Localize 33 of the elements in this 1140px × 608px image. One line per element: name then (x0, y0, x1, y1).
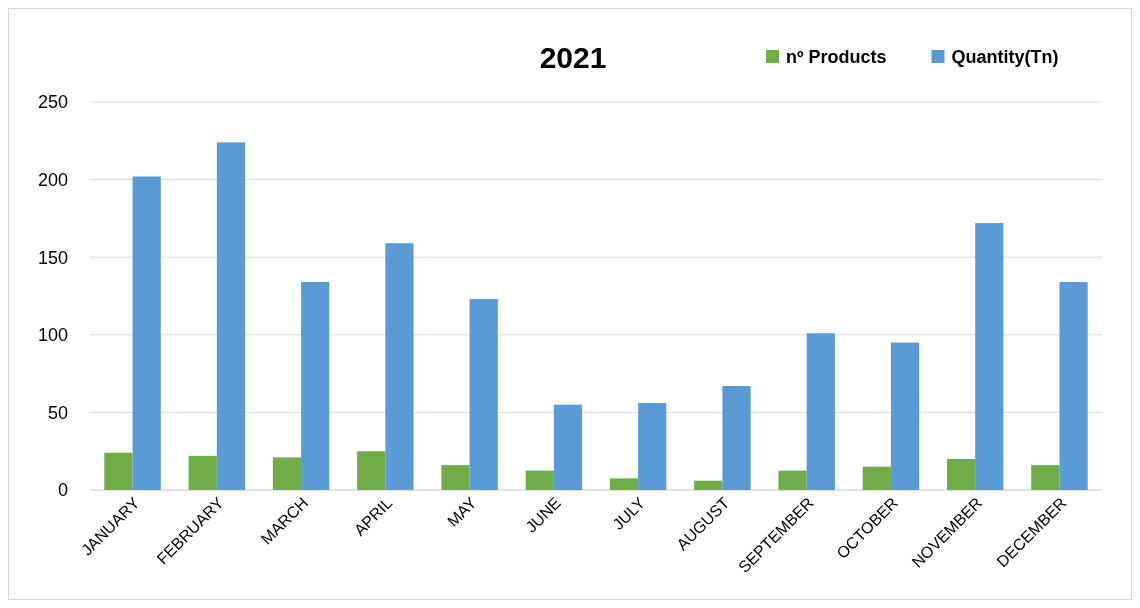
bar (357, 451, 386, 490)
y-tick-label: 150 (37, 247, 68, 268)
bar (975, 223, 1004, 490)
bar (385, 243, 414, 490)
y-tick-label: 250 (37, 92, 68, 113)
y-tick-label: 200 (37, 169, 68, 190)
legend-label: Quantity(Tn) (951, 47, 1059, 68)
bar (301, 282, 330, 490)
bar (132, 176, 161, 490)
bar (778, 470, 807, 490)
bar (553, 404, 583, 490)
bar (609, 478, 639, 490)
bar (694, 480, 723, 490)
bar (722, 386, 751, 490)
bar (638, 403, 667, 490)
chart-title: 2021 (539, 41, 607, 74)
bar (216, 142, 246, 490)
bar (1059, 282, 1088, 490)
bar (469, 299, 498, 490)
bar (188, 455, 217, 490)
bar (272, 457, 302, 490)
bar (806, 333, 835, 490)
y-tick-label: 50 (47, 402, 68, 423)
y-tick-label: 100 (37, 325, 68, 346)
bar (1031, 465, 1060, 490)
bar (890, 342, 920, 490)
y-tick-label: 0 (57, 480, 68, 501)
bar (862, 466, 891, 490)
bar (946, 458, 976, 490)
bar (525, 470, 554, 490)
bar (441, 465, 470, 490)
legend-label: nº Products (786, 47, 887, 68)
bar (104, 452, 133, 490)
